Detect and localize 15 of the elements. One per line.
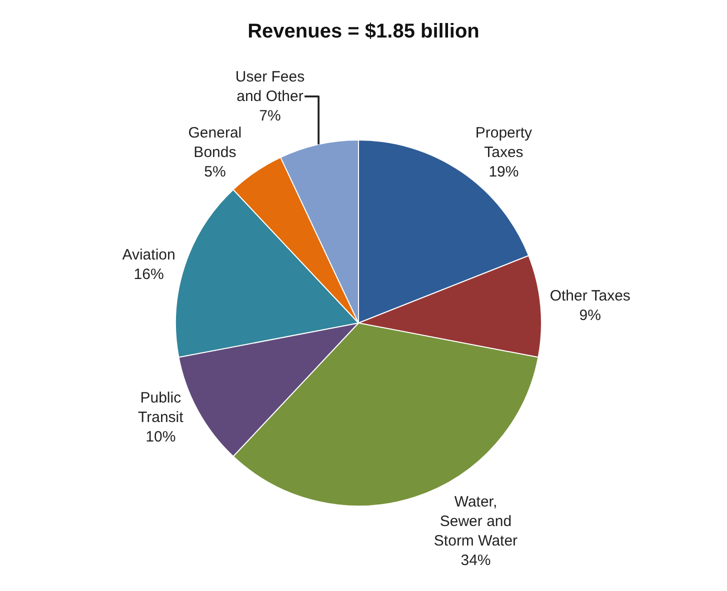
data-label: 34%	[460, 552, 491, 569]
data-label: 19%	[488, 163, 519, 180]
data-label: 9%	[579, 306, 601, 324]
data-label: 5%	[204, 163, 226, 180]
slice-label: Public Transit	[138, 390, 184, 426]
slice-label: User Fees and Other	[235, 68, 305, 105]
slice-label: Property Taxes	[475, 124, 533, 161]
data-label: 7%	[259, 107, 281, 124]
slice-label: Aviation	[122, 246, 176, 264]
slice-label: General Bonds	[188, 124, 242, 161]
data-label: 10%	[146, 428, 176, 446]
slice-label: Water, Sewer and Storm Water	[434, 493, 518, 550]
slice-label: Other Taxes	[550, 287, 630, 304]
data-label: 16%	[134, 266, 164, 283]
chart-title: Revenues = $1.85 billion	[248, 20, 480, 43]
